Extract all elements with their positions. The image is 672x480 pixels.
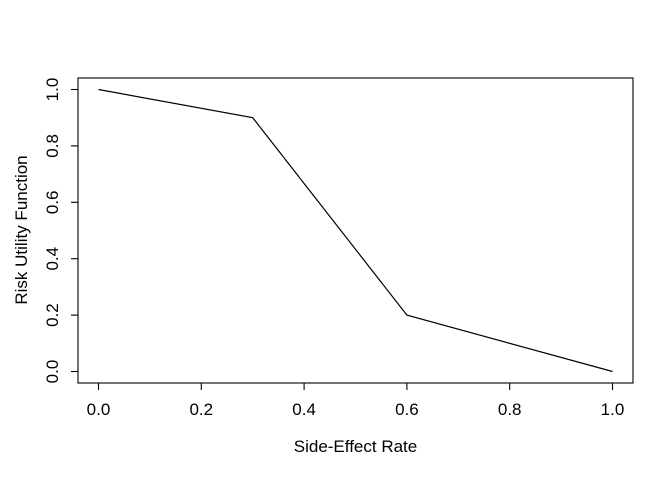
x-axis-label: Side-Effect Rate [294, 437, 417, 456]
axes: 0.0 0.2 0.4 0.6 0.8 1.0 0.0 0.2 0.4 0.6 0.8 1.0 [43, 77, 634, 419]
x-tick-label: 0.8 [498, 400, 522, 419]
y-tick-label: 0.2 [43, 303, 62, 327]
y-tick-label: 0.6 [43, 190, 62, 214]
y-tick-label: 0.8 [43, 134, 62, 158]
line-series [98, 88, 613, 373]
y-tick-label: 0.0 [43, 360, 62, 384]
data-line [98, 88, 613, 373]
x-tick-label: 0.2 [189, 400, 213, 419]
x-tick-label: 0.4 [292, 400, 316, 419]
x-tick-label: 0.6 [395, 400, 419, 419]
x-tick-label: 1.0 [601, 400, 625, 419]
plot-frame [77, 77, 634, 384]
y-tick-label: 1.0 [43, 78, 62, 102]
x-tick-label: 0.0 [87, 400, 111, 419]
y-tick-label: 0.4 [43, 247, 62, 271]
y-axis-label: Risk Utility Function [12, 155, 31, 304]
